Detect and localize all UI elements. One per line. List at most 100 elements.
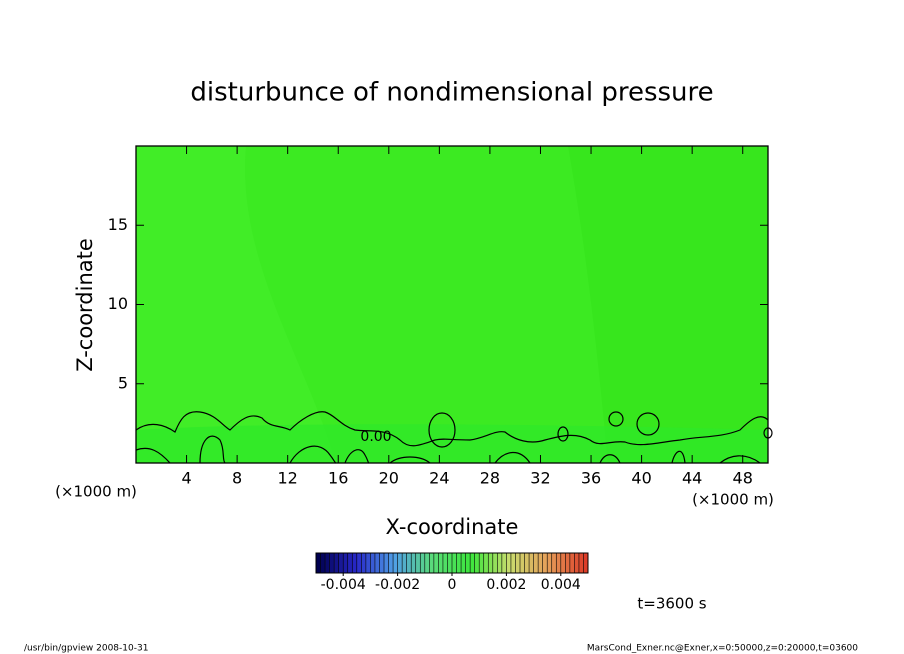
contour-line	[199, 435, 226, 464]
colorbar-swatch	[447, 553, 452, 573]
contour-line	[344, 449, 370, 464]
x-tick-label: 12	[278, 469, 298, 488]
contour-line	[289, 445, 337, 464]
colorbar-swatch	[565, 553, 570, 573]
colorbar-swatch	[370, 553, 375, 573]
x-tick-label: 48	[733, 469, 753, 488]
x-tick-label: 28	[480, 469, 500, 488]
colorbar-swatch	[361, 553, 366, 573]
colorbar-swatch	[529, 553, 534, 573]
colorbar-swatch	[524, 553, 530, 573]
y-tick-label: 5	[118, 373, 128, 392]
x-tick-label: 40	[631, 469, 651, 488]
contour-line	[135, 411, 769, 447]
colorbar-swatch	[510, 553, 516, 573]
colorbar-tick-label: -0.002	[375, 577, 420, 593]
x-tick-label: 8	[232, 469, 242, 488]
colorbar-swatch	[547, 553, 552, 573]
field-shade	[136, 146, 336, 463]
colorbar-swatch	[365, 553, 371, 573]
contour-line	[135, 447, 171, 464]
colorbar-swatch	[438, 553, 443, 573]
contour-line	[494, 451, 531, 464]
colorbar-swatch	[479, 553, 484, 573]
colorbar-swatch	[456, 553, 462, 573]
colorbar-swatch	[442, 553, 448, 573]
colorbar-swatch	[569, 553, 575, 573]
x-tick-label: 24	[429, 469, 449, 488]
colorbar-swatch	[316, 553, 321, 573]
colorbar-tick-label: -0.004	[321, 577, 366, 593]
time-label: t=3600 s	[637, 595, 706, 613]
y-tick-label: 15	[108, 215, 128, 234]
contour-line	[428, 412, 456, 448]
footer-right: MarsCond_Exner.nc@Exner,x=0:50000,z=0:20…	[587, 644, 858, 654]
contour-line	[389, 456, 431, 464]
colorbar-swatch	[542, 553, 548, 573]
colorbar-swatch	[452, 553, 457, 573]
colorbar-swatch	[492, 553, 498, 573]
colorbar-tick-label: 0.004	[541, 577, 581, 593]
y-axis-label: Z-coordinate	[73, 238, 97, 372]
colorbar-swatch	[320, 553, 326, 573]
contour-line	[608, 411, 624, 427]
colorbar-swatch	[461, 553, 466, 573]
colorbar-swatch	[334, 553, 339, 573]
colorbar-swatch	[406, 553, 412, 573]
x-tick-label: 36	[581, 469, 601, 488]
colorbar-swatch	[343, 553, 348, 573]
colorbar-swatch	[583, 553, 588, 573]
colorbar-swatch	[515, 553, 520, 573]
x-units: (×1000 m)	[692, 491, 774, 509]
colorbar-swatch	[520, 553, 525, 573]
colorbar-swatch	[384, 553, 389, 573]
contour-line	[671, 450, 686, 464]
colorbar-swatch	[474, 553, 480, 573]
colorbar-swatch	[578, 553, 584, 573]
contour-label: 0.00	[360, 429, 391, 445]
x-tick-label: 20	[379, 469, 399, 488]
colorbar-swatch	[551, 553, 557, 573]
x-tick-label: 4	[181, 469, 191, 488]
colorbar-swatch	[424, 553, 430, 573]
contour-line	[636, 412, 660, 436]
colorbar-swatch	[374, 553, 380, 573]
x-tick-label: 32	[530, 469, 550, 488]
colorbar-swatch	[338, 553, 344, 573]
colorbar-tick-label: 0.002	[486, 577, 526, 593]
colorbar-swatch	[388, 553, 394, 573]
colorbar-swatch	[347, 553, 353, 573]
contour-line	[719, 455, 761, 464]
colorbar-swatch	[433, 553, 439, 573]
colorbar-tick-label: 0	[448, 577, 457, 593]
colorbar-swatch	[488, 553, 493, 573]
colorbar-swatch	[393, 553, 398, 573]
colorbar-swatch	[497, 553, 502, 573]
field-shade	[136, 424, 768, 463]
y-units: (×1000 m)	[55, 483, 137, 501]
colorbar-swatch	[560, 553, 566, 573]
footer-left: /usr/bin/gpview 2008-10-31	[24, 644, 148, 654]
x-tick-label: 44	[682, 469, 702, 488]
colorbar-swatch	[470, 553, 475, 573]
field-shade	[568, 146, 768, 463]
colorbar-swatch	[325, 553, 330, 573]
colorbar-swatch	[329, 553, 335, 573]
colorbar-swatch	[538, 553, 543, 573]
colorbar-swatch	[415, 553, 421, 573]
contour-line	[557, 426, 569, 442]
colorbar-swatch	[352, 553, 357, 573]
colorbar-swatch	[556, 553, 561, 573]
colorbar-swatch	[533, 553, 539, 573]
colorbar-swatch	[411, 553, 416, 573]
colorbar-swatch	[402, 553, 407, 573]
x-axis-label: X-coordinate	[386, 515, 519, 539]
colorbar-swatch	[356, 553, 362, 573]
colorbar-swatch	[506, 553, 511, 573]
y-tick-label: 10	[108, 294, 128, 313]
colorbar-swatch	[397, 553, 403, 573]
contour-line	[599, 454, 621, 464]
colorbar-swatch	[429, 553, 434, 573]
colorbar-swatch	[465, 553, 471, 573]
